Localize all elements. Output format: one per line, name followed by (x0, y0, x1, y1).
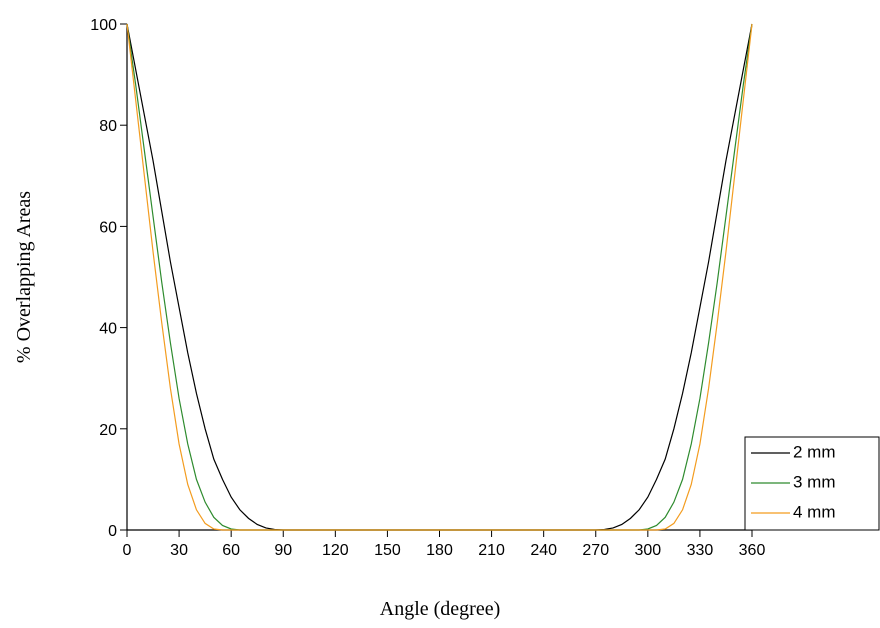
x-tick-label: 240 (530, 542, 557, 559)
x-tick-label: 300 (634, 542, 661, 559)
x-axis-title: Angle (degree) (380, 598, 501, 620)
x-tick-label: 30 (170, 542, 188, 559)
y-tick-label: 60 (99, 219, 117, 236)
x-tick-label: 360 (739, 542, 766, 559)
x-tick-label: 120 (322, 542, 349, 559)
x-tick-label: 210 (478, 542, 505, 559)
y-axis-title: % Overlapping Areas (13, 191, 35, 363)
y-tick-label: 0 (108, 523, 117, 540)
series-line (126, 23, 753, 531)
x-tick-label: 60 (222, 542, 240, 559)
legend-label: 4 mm (793, 502, 836, 521)
x-tick-label: 150 (374, 542, 401, 559)
y-tick-label: 20 (99, 422, 117, 439)
series-line (126, 23, 753, 531)
x-tick-label: 90 (274, 542, 292, 559)
x-tick-label: 330 (687, 542, 714, 559)
x-tick-label: 270 (582, 542, 609, 559)
legend-label: 2 mm (793, 442, 836, 461)
y-tick-label: 80 (99, 118, 117, 135)
x-tick-label: 0 (123, 542, 132, 559)
x-tick-label: 180 (426, 542, 453, 559)
y-tick-label: 40 (99, 321, 117, 338)
y-tick-label: 100 (90, 17, 117, 34)
series-line (126, 23, 753, 531)
legend-label: 3 mm (793, 472, 836, 491)
